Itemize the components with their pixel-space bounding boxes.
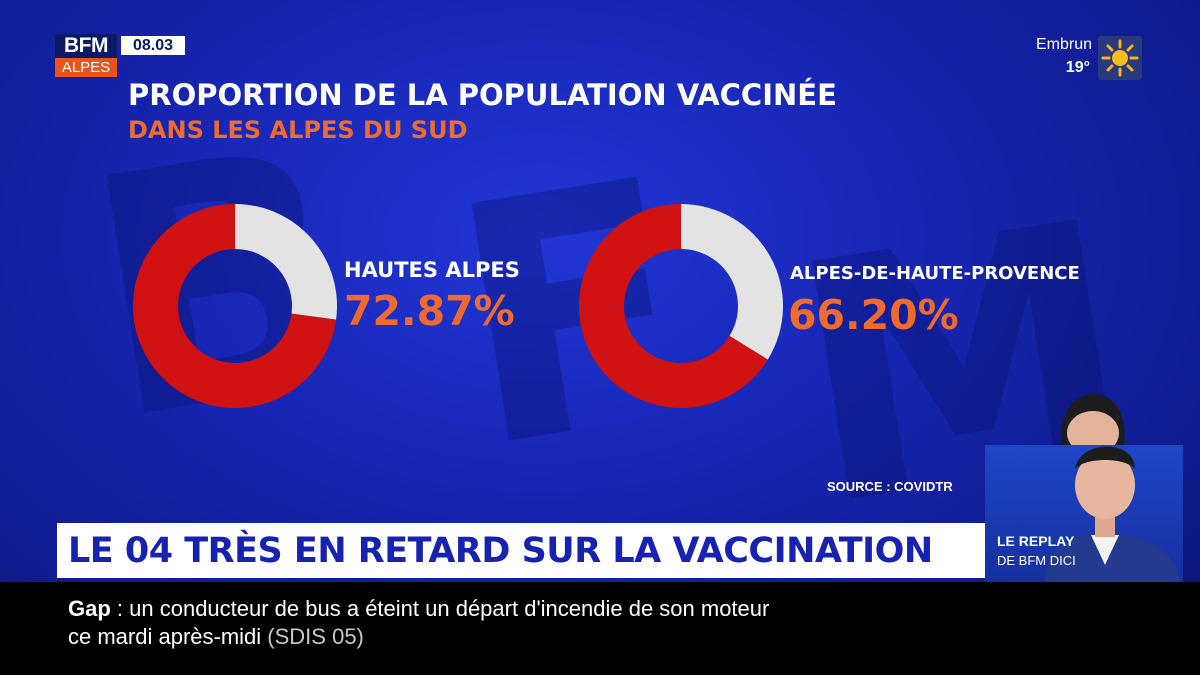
donut-remainder-segment (681, 204, 783, 360)
ticker-line: Gap : un conducteur de bus a éteint un d… (68, 596, 769, 622)
ticker-place: Gap (68, 596, 111, 621)
replay-subtitle: DE BFM DICI (997, 553, 1076, 568)
ticker-text: un conducteur de bus a éteint un départ … (129, 596, 770, 621)
channel-logo-top: BFM (55, 34, 117, 58)
chart-source: SOURCE : COVIDTR (827, 479, 953, 494)
weather-city: Embrun (1035, 36, 1092, 53)
replay-promo[interactable]: LE REPLAY DE BFM DICI (985, 445, 1183, 582)
channel-logo: BFM ALPES (55, 34, 117, 77)
clock: 08.03 (121, 36, 185, 55)
region-value-label: 72.87% (344, 287, 515, 335)
weather-temperature: 19° (1065, 59, 1090, 76)
chart-subtitle: DANS LES ALPES DU SUD (128, 116, 468, 144)
chart-title: PROPORTION DE LA POPULATION VACCINÉE (128, 78, 837, 112)
presenter-photo-icon (1045, 446, 1180, 582)
donut-remainder-segment (235, 204, 337, 320)
channel-logo-bottom: ALPES (55, 58, 117, 77)
replay-title: LE REPLAY (997, 533, 1075, 549)
donut-chart-alpes-de-haute-provence (579, 204, 783, 408)
donut-chart-hautes-alpes (133, 204, 337, 408)
ticker-text: ce mardi après-midi (68, 624, 262, 649)
presenter-head-icon (1061, 394, 1125, 448)
donut-filled-segment (579, 204, 768, 408)
ticker-source: (SDIS 05) (267, 624, 364, 649)
headline: LE 04 TRÈS EN RETARD SUR LA VACCINATION (68, 531, 933, 571)
donut-filled-segment (133, 204, 337, 408)
region-label: ALPES-DE-HAUTE-PROVENCE (790, 263, 1080, 284)
sun-icon (1098, 36, 1142, 80)
ticker-separator: : (110, 596, 130, 621)
ticker-line: ce mardi après-midi (SDIS 05) (68, 624, 364, 650)
headline-banner (57, 523, 985, 578)
region-label: HAUTES ALPES (344, 258, 520, 282)
region-value-label: 66.20% (788, 291, 959, 339)
news-ticker (0, 582, 1200, 675)
